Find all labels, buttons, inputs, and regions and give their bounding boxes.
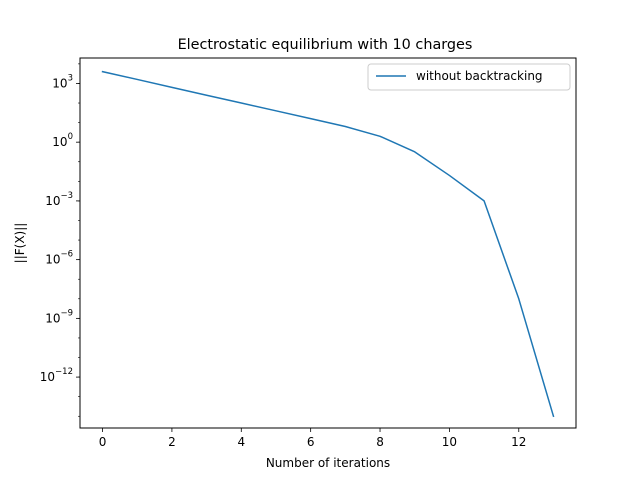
y-tick-label: 10−3: [45, 191, 73, 208]
y-tick-label: 100: [52, 132, 73, 149]
legend-label: without backtracking: [416, 69, 543, 83]
x-tick-label: 10: [442, 435, 457, 449]
legend: without backtracking: [367, 63, 571, 91]
x-tick-label: 12: [511, 435, 526, 449]
y-axis-label: ||F(X)||: [13, 223, 27, 264]
axes-frame: [79, 57, 577, 429]
x-axis-label: Number of iterations: [266, 456, 390, 470]
y-tick-label: 10−6: [45, 250, 73, 267]
y-tick-label: 10−12: [40, 367, 73, 384]
legend-box: [367, 63, 571, 91]
plot-area: [101, 70, 555, 418]
x-tick-label: 2: [168, 435, 176, 449]
x-tick-label: 6: [307, 435, 315, 449]
series-line-0: [101, 70, 555, 418]
x-tick-label: 4: [237, 435, 245, 449]
x-tick-label: 8: [376, 435, 384, 449]
x-axis: 0 2 4 6 8 10 12: [99, 428, 526, 449]
y-tick-label: 103: [52, 73, 73, 90]
y-tick-label: 10−9: [45, 308, 73, 325]
chart-title: Electrostatic equilibrium with 10 charge…: [178, 37, 473, 53]
y-axis: 103 100 10−3 10−6 10−9 10−12: [40, 63, 80, 417]
x-tick-label: 0: [99, 435, 107, 449]
